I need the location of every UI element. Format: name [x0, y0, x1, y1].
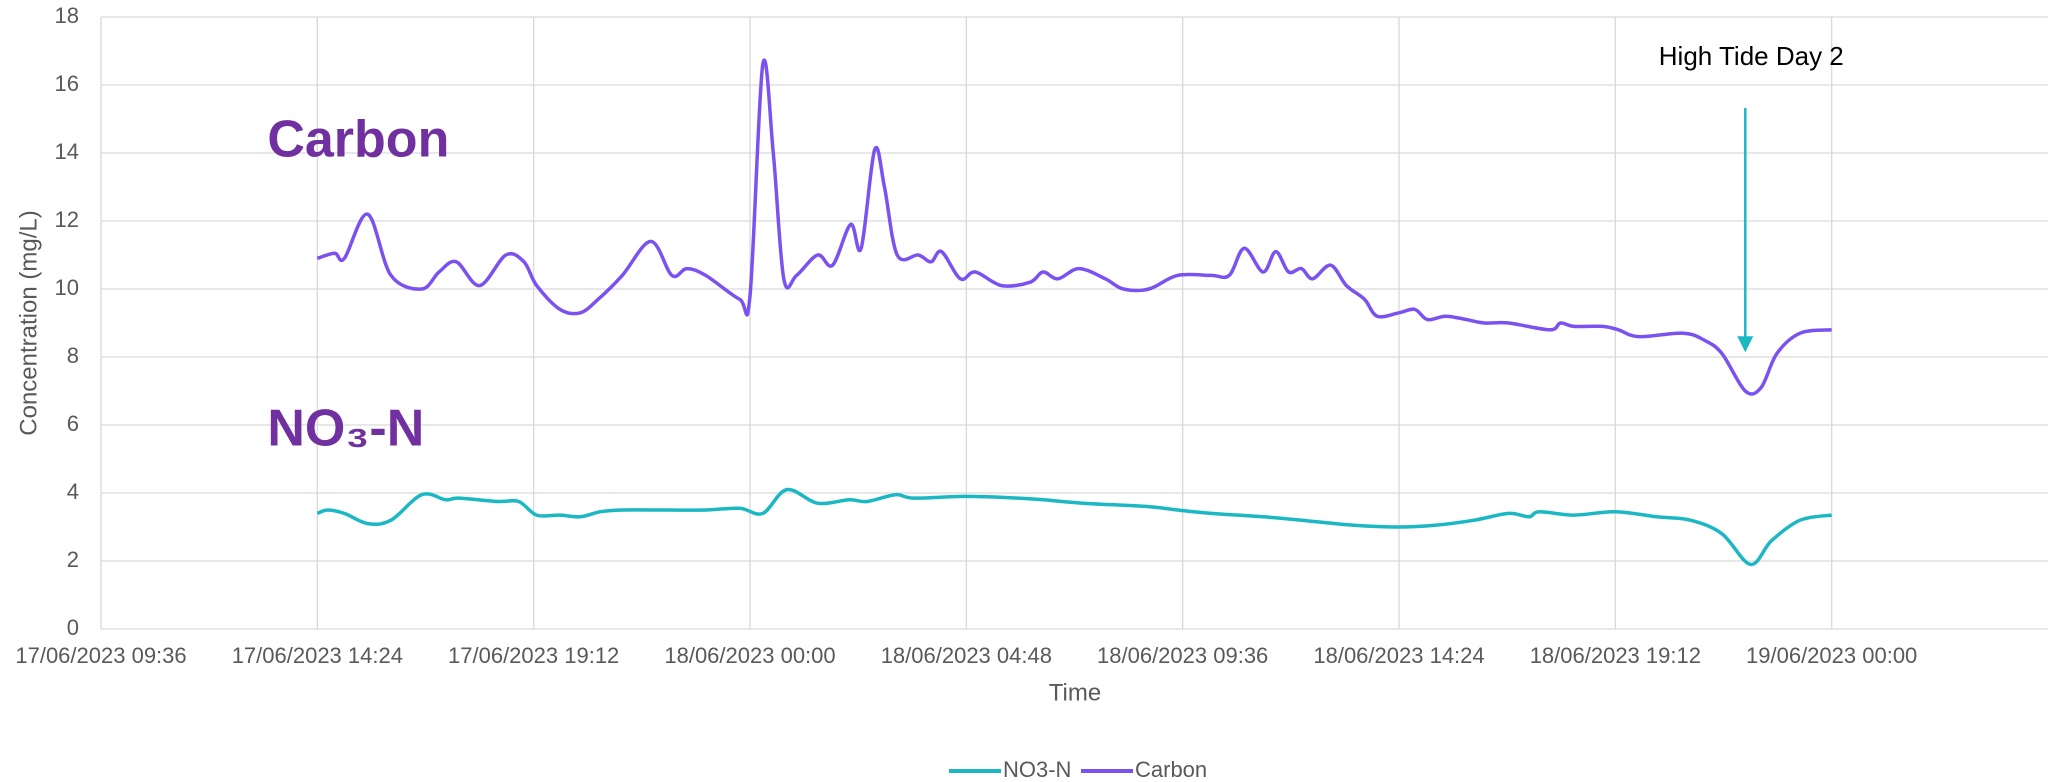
series-annotation: NO₃-N: [267, 400, 424, 458]
x-axis-label: Time: [1049, 679, 1101, 706]
x-tick-label: 18/06/2023 09:36: [1097, 643, 1268, 668]
annotation-arrowhead: [1737, 336, 1753, 352]
x-tick-label: 18/06/2023 00:00: [664, 643, 835, 668]
y-tick-label: 8: [67, 343, 79, 368]
data-line: [317, 60, 1831, 394]
y-tick-label: 12: [55, 207, 79, 232]
y-tick-label: 0: [67, 615, 79, 640]
y-tick-label: 2: [67, 547, 79, 572]
y-tick-label: 18: [55, 3, 79, 28]
x-tick-label: 18/06/2023 19:12: [1530, 643, 1701, 668]
x-tick-label: 19/06/2023 00:00: [1746, 643, 1917, 668]
x-tick-label: 17/06/2023 19:12: [448, 643, 619, 668]
y-tick-label: 6: [67, 411, 79, 436]
annotation-text: High Tide Day 2: [1659, 41, 1844, 71]
legend-label: Carbon: [1135, 757, 1207, 782]
y-tick-label: 14: [55, 139, 79, 164]
series-annotation: Carbon: [267, 111, 449, 169]
data-line: [317, 489, 1831, 564]
y-tick-label: 4: [67, 479, 79, 504]
chart: Time Concentration (mg/L) 0 2 4 6 8 10 12 14 16 1…: [0, 0, 2049, 782]
legend-label: NO3-N: [1003, 757, 1071, 782]
y-tick-label: 16: [55, 71, 79, 96]
x-tick-label: 17/06/2023 14:24: [232, 643, 403, 668]
x-tick-label: 18/06/2023 04:48: [881, 643, 1052, 668]
x-tick-label: 18/06/2023 14:24: [1313, 643, 1484, 668]
y-tick-label: 10: [55, 275, 79, 300]
x-tick-label: 17/06/2023 09:36: [15, 643, 186, 668]
y-axis-label: Concentration (mg/L): [15, 210, 42, 435]
